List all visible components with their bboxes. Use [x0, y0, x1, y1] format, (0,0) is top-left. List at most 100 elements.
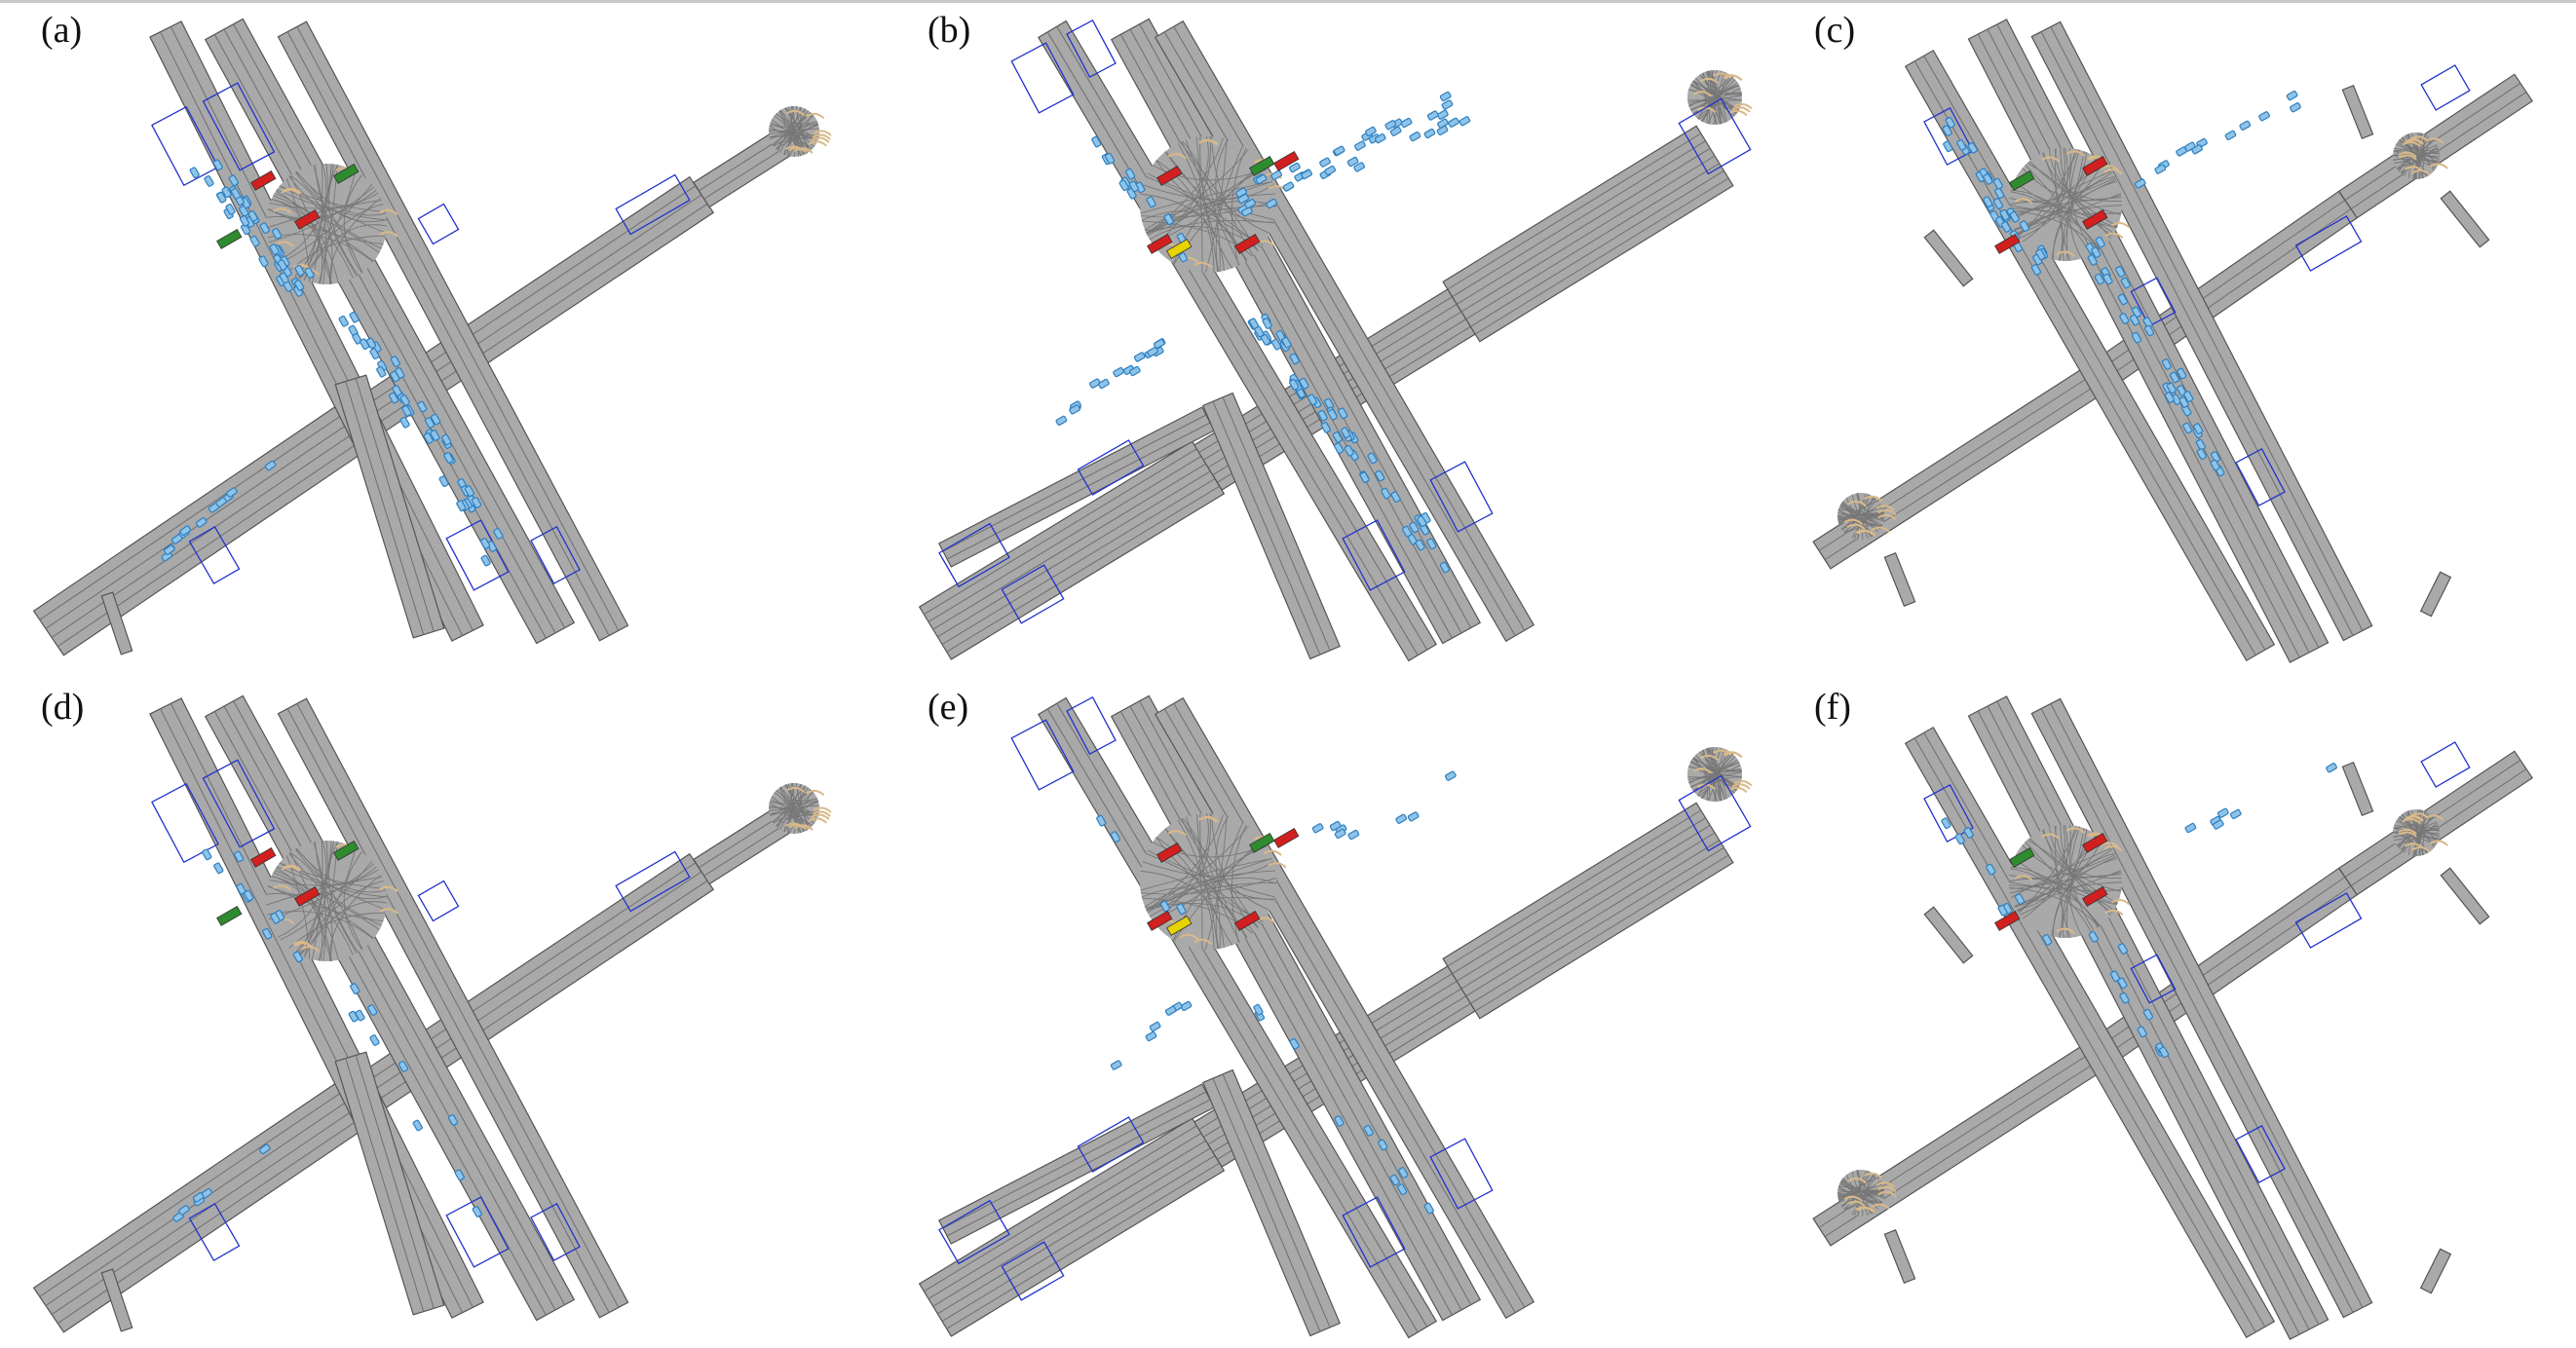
turn-path	[1145, 852, 1262, 925]
crosswalk-mark	[1692, 768, 1712, 774]
traffic-signal	[2082, 208, 2108, 230]
lane-boundary-box	[2294, 215, 2363, 272]
lane-line	[1163, 708, 1516, 1314]
vehicle	[398, 1061, 409, 1072]
vehicle	[2131, 331, 2142, 344]
crosswalk-mark	[1731, 783, 1751, 790]
crosswalk-mark	[2411, 846, 2431, 853]
turn-path	[303, 224, 388, 281]
turn-path	[273, 195, 380, 253]
vehicle	[1282, 181, 1295, 192]
vehicle	[1375, 469, 1385, 482]
traffic-signal	[1994, 910, 2021, 931]
turn-path	[1840, 1180, 1884, 1192]
vehicle	[202, 848, 212, 861]
vehicle	[1334, 442, 1345, 455]
turn-path	[1837, 1188, 1884, 1193]
turn-path	[2399, 138, 2440, 152]
turn-path	[278, 164, 332, 261]
turn-path	[294, 848, 387, 900]
vehicle	[1381, 487, 1391, 500]
lane-line	[45, 424, 349, 629]
turn-path	[2066, 149, 2080, 261]
turn-path	[2049, 827, 2122, 892]
crosswalk-mark	[2100, 165, 2120, 171]
turn-path	[1838, 1185, 1881, 1207]
lane-line	[355, 378, 435, 632]
vehicle	[1945, 116, 1955, 129]
vehicle	[239, 214, 250, 227]
turn-path	[770, 799, 818, 805]
vehicle	[1367, 452, 1378, 465]
crosswalk-mark	[2398, 154, 2417, 161]
crosswalk-mark	[806, 789, 825, 797]
turn-path	[1140, 858, 1273, 891]
lane-line	[1056, 702, 1428, 1328]
traffic-signal	[2082, 155, 2108, 176]
vehicle	[2117, 977, 2128, 990]
turn-path	[343, 174, 362, 274]
turn-path	[328, 841, 359, 954]
vehicle	[1104, 152, 1116, 165]
turn-path	[1144, 870, 1276, 908]
vehicle	[1289, 379, 1300, 391]
turn-path	[2392, 831, 2428, 854]
lane-line	[1056, 25, 1428, 651]
lane-boundary-box	[1342, 1196, 1406, 1268]
crosswalk-mark	[1193, 938, 1213, 946]
vehicle	[269, 243, 280, 256]
turn-path	[1215, 145, 1243, 273]
traffic-signal	[1994, 233, 2021, 254]
traffic-signal	[294, 885, 321, 907]
vehicle	[1324, 165, 1337, 176]
vehicle	[480, 554, 491, 567]
vehicle	[2182, 422, 2193, 434]
turn-path	[273, 872, 380, 930]
crosswalk-mark	[1263, 849, 1282, 856]
vehicle	[2042, 934, 2053, 946]
lane-line	[1465, 163, 1720, 320]
vehicle	[1270, 169, 1283, 181]
vehicle	[1255, 173, 1268, 185]
vehicle	[2131, 306, 2142, 318]
vehicle	[2164, 392, 2175, 403]
vehicle	[1389, 1174, 1400, 1186]
crosswalk-mark	[1871, 1203, 1890, 1210]
vehicle	[293, 279, 305, 291]
lane-boundary-box	[1077, 1116, 1145, 1173]
turn-path	[2397, 837, 2439, 847]
lane-line	[1474, 854, 1729, 1012]
turn-path	[274, 870, 354, 955]
panel-e: (e)	[916, 687, 1754, 1344]
lane-line	[39, 414, 343, 620]
vehicle	[1110, 1060, 1122, 1070]
turn-path	[1215, 822, 1243, 950]
vehicle	[2030, 264, 2042, 276]
vehicle	[2184, 141, 2196, 152]
turn-path	[2011, 847, 2112, 898]
vehicle	[1299, 377, 1309, 390]
vehicle	[1384, 120, 1397, 131]
turn-path	[2393, 150, 2440, 162]
turn-path	[2055, 825, 2071, 938]
crosswalk-mark	[2065, 150, 2085, 157]
turn-path	[2069, 148, 2095, 254]
traffic-signal	[1249, 155, 1275, 176]
crosswalk-mark	[1733, 103, 1753, 110]
turn-path	[298, 163, 328, 279]
turn-path	[1144, 193, 1276, 231]
vehicle	[1426, 110, 1439, 121]
vehicle	[417, 400, 428, 413]
lane-line	[1212, 400, 1321, 655]
crosswalk-mark	[1699, 77, 1720, 85]
vehicle	[1390, 491, 1401, 504]
turn-path	[1857, 1173, 1875, 1217]
turn-path	[2027, 839, 2111, 917]
vehicle	[2091, 246, 2102, 258]
vehicle	[2212, 819, 2224, 830]
road-segment	[1883, 551, 1916, 608]
turn-path	[797, 108, 807, 157]
lane-line	[1452, 817, 1706, 975]
vehicle	[367, 1004, 378, 1016]
vehicle	[1398, 1167, 1409, 1179]
